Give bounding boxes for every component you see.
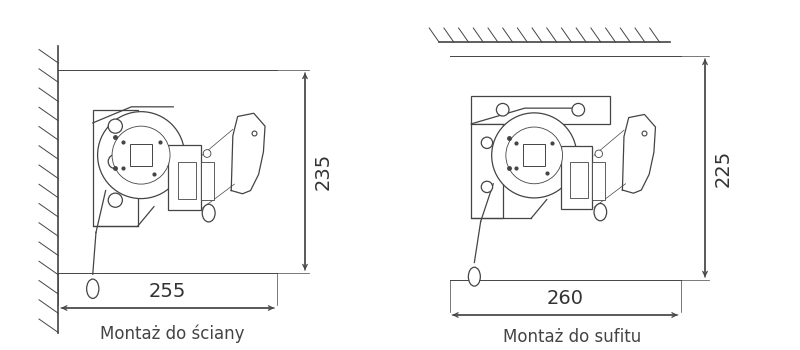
Circle shape (506, 127, 562, 184)
Bar (523, 144, 546, 166)
Text: 225: 225 (714, 149, 733, 187)
Bar (570, 162, 588, 198)
Text: Montaż do ściany: Montaż do ściany (100, 324, 244, 343)
Circle shape (203, 150, 211, 158)
Bar (169, 146, 201, 210)
Circle shape (482, 181, 493, 193)
Bar (130, 144, 152, 166)
Text: Montaż do sufitu: Montaż do sufitu (503, 329, 641, 346)
Circle shape (482, 137, 493, 148)
Ellipse shape (202, 204, 215, 222)
Ellipse shape (468, 267, 480, 286)
Circle shape (572, 103, 585, 116)
Circle shape (595, 150, 602, 158)
Circle shape (108, 154, 122, 169)
Circle shape (98, 112, 185, 198)
Ellipse shape (86, 279, 99, 299)
Bar (471, 96, 610, 124)
Circle shape (108, 119, 122, 133)
Text: 235: 235 (314, 153, 333, 190)
Bar (471, 124, 502, 218)
Bar (593, 162, 605, 200)
Ellipse shape (594, 203, 606, 221)
Text: 255: 255 (149, 282, 186, 301)
Circle shape (112, 126, 170, 184)
Circle shape (492, 113, 577, 198)
Circle shape (496, 103, 509, 116)
Text: 260: 260 (546, 289, 583, 308)
Bar (178, 162, 196, 198)
Circle shape (108, 193, 122, 207)
Bar (201, 162, 214, 200)
Bar (561, 146, 593, 209)
Bar (93, 110, 138, 226)
